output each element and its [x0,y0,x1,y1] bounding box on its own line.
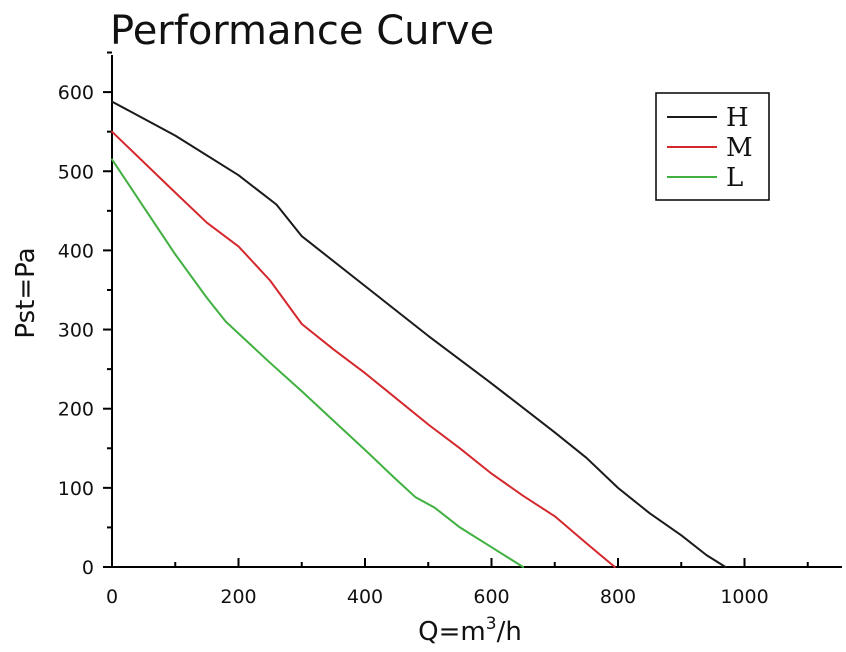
legend-label-H: H [726,103,749,133]
legend-label-M: M [726,133,753,163]
chart-title: Performance Curve [110,8,494,54]
series-line-M [111,130,616,568]
legend-label-L: L [726,163,743,193]
y-tick-label: 500 [58,161,94,183]
x-axis-label-tail: /h [497,617,522,647]
y-tick-label: 600 [58,82,94,104]
y-tick-label: 100 [58,478,94,500]
y-axis-label: Pst=Pa [11,247,41,338]
legend-items: HML [667,103,753,193]
series-line-H [111,100,727,568]
series-line-L [111,158,525,568]
x-tick-label: 1000 [720,586,768,608]
axes [111,55,842,568]
x-axis-label-main: Q=m [418,617,486,647]
tick-labels: 0 200 400 600 800 1000 0 100 200 300 400 500 600 [58,82,769,608]
y-tick-label: 200 [58,399,94,421]
ticks [103,51,809,568]
y-tick-label: 400 [58,240,94,262]
y-tick-label: 0 [82,557,94,579]
x-tick-label: 800 [600,586,636,608]
x-tick-label: 600 [473,586,509,608]
x-axis-label: Q=m3/h [418,614,522,647]
series-group [111,100,727,568]
y-tick-label: 300 [58,320,94,342]
x-tick-label: 400 [347,586,383,608]
x-tick-label: 0 [106,586,118,608]
x-axis-label-superscript: 3 [486,614,497,634]
legend: HML [655,92,770,201]
x-tick-label: 200 [220,586,256,608]
